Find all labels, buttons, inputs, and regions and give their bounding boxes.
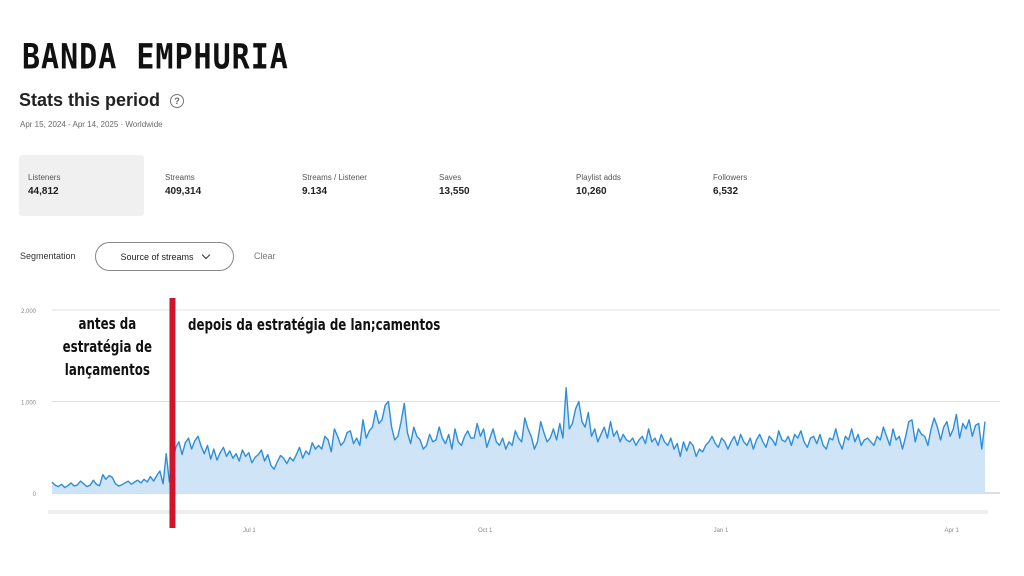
metric-value: 44,812 — [28, 186, 59, 197]
band-name-title: BANDA EMPHURIA — [22, 37, 289, 78]
metric-tab-saves[interactable]: Saves 13,550 — [430, 155, 567, 216]
x-tick-label: Jul 1 — [243, 528, 256, 534]
x-tick-label: Oct 1 — [478, 528, 493, 534]
listeners-chart: 0 1,000 2,000 Jul 1 Oct 1 Jan 1 Apr 1 — [21, 298, 1000, 534]
metric-label: Saves — [439, 173, 462, 182]
metric-tab-followers[interactable]: Followers 6,532 — [704, 155, 841, 216]
metric-tab-listeners[interactable]: Listeners 44,812 — [19, 155, 144, 216]
y-tick-label: 1,000 — [21, 401, 37, 407]
metric-value: 9.134 — [302, 186, 328, 197]
page-title: Stats this period — [19, 90, 161, 110]
metric-label: Playlist adds — [576, 173, 621, 182]
x-tick-label: Jan 1 — [714, 528, 729, 534]
clear-button[interactable]: Clear — [254, 251, 276, 261]
annotation-before-strategy: antes da estratégia de lançamentos — [60, 312, 155, 381]
annotation-after-strategy: depois da estratégia de lan;camentos — [188, 315, 441, 334]
metric-label: Streams — [165, 173, 195, 182]
metric-tabs: Listeners 44,812 Streams 409,314 Streams… — [19, 155, 841, 216]
metric-value: 13,550 — [439, 186, 470, 197]
metric-value: 409,314 — [165, 186, 202, 197]
metric-tab-streams-per-listener[interactable]: Streams / Listener 9.134 — [293, 155, 430, 216]
segmentation-dropdown[interactable]: Source of streams — [95, 242, 234, 271]
series-line — [51, 387, 986, 489]
segmentation-label: Segmentation — [20, 251, 76, 261]
segmentation-selected-value: Source of streams — [120, 251, 194, 262]
period-subtitle: Apr 15, 2024 - Apr 14, 2025 · Worldwide — [20, 120, 163, 129]
metric-label: Followers — [713, 173, 748, 182]
metric-tab-streams[interactable]: Streams 409,314 — [156, 155, 293, 216]
metric-value: 6,532 — [713, 186, 739, 197]
annotation-before-line-2: estratégia de — [62, 337, 153, 356]
stats-header: Stats this period ? — [19, 90, 185, 111]
metric-value: 10,260 — [576, 186, 607, 197]
strategy-marker-line — [169, 298, 176, 528]
x-tick-label: Apr 1 — [945, 528, 960, 534]
question-circle-icon[interactable]: ? — [170, 93, 185, 108]
chart-scroll-band — [48, 510, 988, 514]
annotation-before-line-3: lançamentos — [64, 360, 150, 379]
y-tick-label: 0 — [33, 492, 37, 498]
chevron-down-icon — [201, 250, 210, 260]
metric-label: Listeners — [28, 173, 61, 182]
metric-label: Streams / Listener — [302, 173, 367, 182]
series-area — [52, 387, 985, 493]
metric-tab-playlist-adds[interactable]: Playlist adds 10,260 — [567, 155, 704, 216]
y-tick-label: 2,000 — [21, 309, 37, 315]
annotation-before-line-1: antes da — [78, 314, 137, 333]
